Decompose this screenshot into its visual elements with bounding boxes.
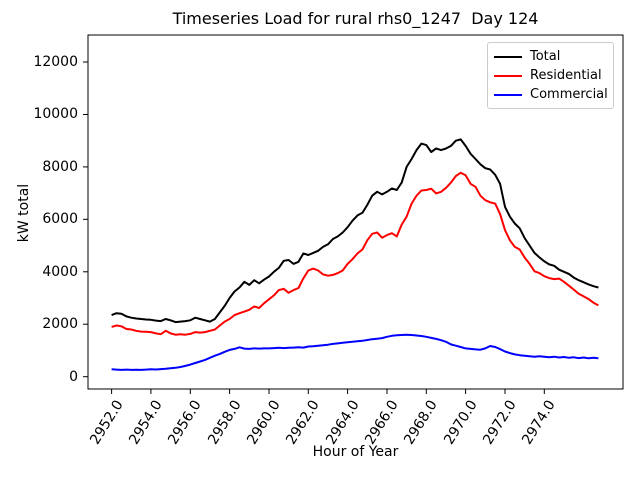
x-axis-label: Hour of Year [312,444,399,460]
legend-line-swatch [494,74,522,77]
y-tick-label: 6000 [42,211,78,228]
y-tick-label: 4000 [42,263,78,280]
legend-line-swatch [494,55,522,58]
axes-frame [87,34,624,390]
legend-item: Commercial [494,86,608,104]
series-line-commercial [111,333,599,371]
legend-item: Residential [494,67,607,85]
chart-title: Timeseries Load for rural rhs0_1247 Day … [172,9,539,28]
legend-label: Residential [530,68,602,83]
y-tick-label: 8000 [42,158,78,175]
y-tick-label: 12000 [33,54,78,70]
legend-label: Total [530,49,561,64]
legend-label: Commercial [530,87,608,102]
y-tick-label: 0 [69,368,78,385]
y-tick-label: 2000 [42,316,78,333]
series-line-total [111,138,599,324]
legend: Total Residential Commercial [487,42,614,109]
legend-line-swatch [494,93,522,96]
series-line-residential [111,171,599,336]
legend-item: Total [494,48,607,66]
y-tick-label: 10000 [33,106,78,123]
